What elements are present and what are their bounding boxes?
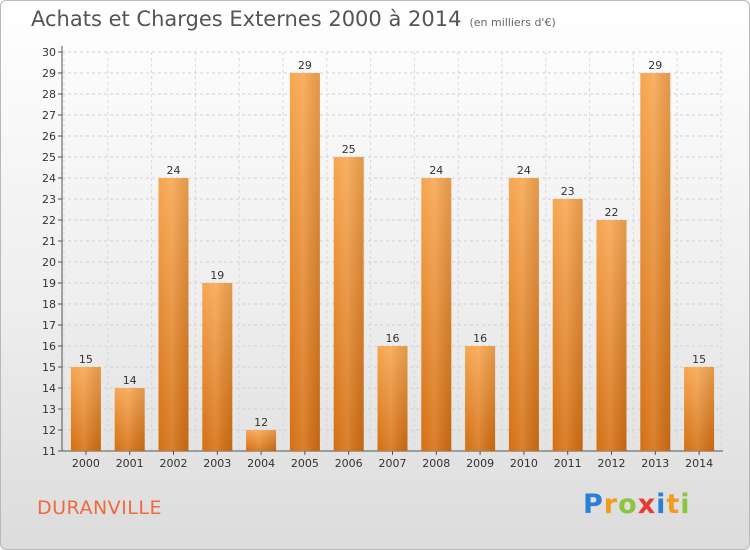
chart-subtitle: (en milliers d'€): [469, 16, 556, 29]
x-tick-label: 2000: [72, 457, 100, 470]
data-label: 29: [648, 59, 662, 72]
bar-shade: [158, 178, 189, 451]
y-tick-label: 26: [42, 130, 56, 143]
y-tick-label: 13: [42, 403, 56, 416]
bar-shade: [202, 283, 233, 451]
bar-shade: [333, 157, 364, 451]
data-label: 15: [692, 353, 706, 366]
bar-shade: [596, 220, 627, 451]
bars: [70, 73, 715, 451]
logo-letter: i: [680, 489, 691, 520]
title-text: Achats et Charges Externes 2000 à 2014: [31, 7, 462, 31]
x-tick-label: 2008: [422, 457, 450, 470]
x-tick-label: 2005: [291, 457, 319, 470]
proxiti-logo: Proxiti: [583, 489, 691, 520]
y-tick-label: 12: [42, 424, 56, 437]
data-label: 25: [342, 143, 356, 156]
logo-letter: x: [637, 489, 657, 520]
x-tick-label: 2002: [160, 457, 188, 470]
y-tick-label: 27: [42, 109, 56, 122]
y-tick-label: 19: [42, 277, 56, 290]
bar-shade: [552, 199, 583, 451]
bar-shade: [70, 367, 101, 451]
x-tick-label: 2014: [685, 457, 713, 470]
data-label: 16: [473, 332, 487, 345]
y-tick-label: 25: [42, 151, 56, 164]
x-tick-label: 2011: [554, 457, 582, 470]
y-tick-label: 14: [42, 382, 56, 395]
x-tick-label: 2009: [466, 457, 494, 470]
logo-letter: i: [656, 489, 667, 520]
logo-letter: t: [666, 489, 681, 520]
bar-shade: [640, 73, 671, 451]
y-tick-label: 29: [42, 67, 56, 80]
y-tick-label: 28: [42, 88, 56, 101]
bar-shade: [246, 430, 277, 451]
y-tick-label: 17: [42, 319, 56, 332]
labels: 15 2000 14 2001 24 2002 19 2003 12 2004 29 2005 25 20…: [72, 59, 713, 470]
bar-shade: [465, 346, 496, 451]
data-label: 24: [429, 164, 443, 177]
x-tick-label: 2006: [335, 457, 363, 470]
data-label: 14: [123, 374, 137, 387]
x-tick-label: 2010: [510, 457, 538, 470]
y-tick-label: 11: [42, 445, 56, 458]
data-label: 23: [561, 185, 575, 198]
bar-shade: [289, 73, 320, 451]
x-tick-label: 2012: [598, 457, 626, 470]
data-label: 29: [298, 59, 312, 72]
logo-letter: r: [603, 489, 619, 520]
bar-shade: [114, 388, 145, 451]
data-label: 24: [517, 164, 531, 177]
x-tick-label: 2001: [116, 457, 144, 470]
x-tick-label: 2004: [247, 457, 275, 470]
city-name: DURANVILLE: [37, 497, 162, 519]
data-label: 12: [254, 416, 268, 429]
y-tick-label: 23: [42, 193, 56, 206]
logo-letter: o: [618, 489, 638, 520]
bar-shade: [684, 367, 715, 451]
chart-title: Achats et Charges Externes 2000 à 2014 (e…: [31, 7, 556, 31]
x-tick-label: 2003: [203, 457, 231, 470]
bar-shade: [377, 346, 408, 451]
x-tick-label: 2013: [641, 457, 669, 470]
y-tick-label: 18: [42, 298, 56, 311]
y-tick-label: 21: [42, 235, 56, 248]
y-tick-label: 24: [42, 172, 56, 185]
data-label: 19: [210, 269, 224, 282]
data-label: 15: [79, 353, 93, 366]
bar-shade: [508, 178, 539, 451]
data-label: 22: [605, 206, 619, 219]
data-label: 24: [167, 164, 181, 177]
logo-letter: P: [583, 489, 604, 520]
data-label: 16: [386, 332, 400, 345]
y-tick-label: 22: [42, 214, 56, 227]
x-tick-label: 2007: [379, 457, 407, 470]
y-tick-label: 30: [42, 46, 56, 59]
y-tick-label: 15: [42, 361, 56, 374]
y-tick-label: 16: [42, 340, 56, 353]
y-tick-label: 20: [42, 256, 56, 269]
bar-shade: [421, 178, 452, 451]
